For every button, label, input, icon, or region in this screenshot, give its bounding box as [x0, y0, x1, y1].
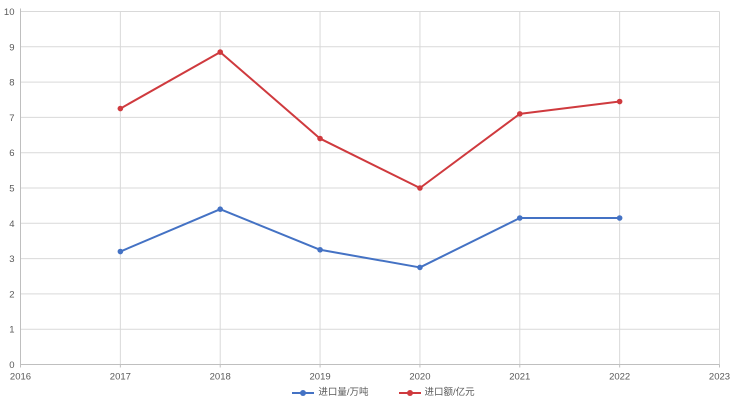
legend-label-import-value: 进口额/亿元	[424, 387, 475, 398]
legend-item-import-volume[interactable]: 进口量/万吨	[292, 387, 369, 399]
y-axis-tick-label: 9	[9, 42, 14, 53]
data-point-series-2[interactable]	[117, 105, 124, 112]
y-axis-tick-label: 4	[9, 219, 14, 230]
x-axis-tick-label: 2019	[310, 372, 331, 383]
y-axis-tick-label: 3	[9, 254, 14, 265]
series-line-2[interactable]	[119, 51, 621, 189]
legend-dot-icon	[300, 390, 307, 396]
y-axis-tick-label: 2	[9, 289, 14, 300]
y-axis-tick-label: 6	[9, 148, 14, 159]
y-axis-tick-label: 7	[9, 113, 14, 124]
data-point-series-1[interactable]	[516, 215, 523, 221]
y-axis-tick-label: 10	[4, 7, 15, 18]
data-point-series-1[interactable]	[417, 264, 423, 271]
data-point-series-2[interactable]	[516, 111, 523, 117]
data-point-series-2[interactable]	[616, 98, 623, 105]
legend-line-dot-marker-red	[398, 390, 421, 396]
x-axis-tick-label: 2021	[509, 372, 530, 383]
data-point-series-1[interactable]	[217, 206, 224, 212]
x-axis-tick-label: 2022	[609, 372, 630, 383]
data-point-series-1[interactable]	[117, 248, 124, 255]
legend-line-dot-marker-blue	[292, 390, 315, 396]
y-axis-tick-label: 8	[9, 78, 14, 89]
x-axis-tick-label: 2018	[210, 372, 231, 383]
series-line-1[interactable]	[119, 208, 621, 269]
legend-label-import-volume: 进口量/万吨	[318, 387, 369, 398]
data-point-series-1[interactable]	[317, 246, 323, 253]
chart-legend: 进口量/万吨 进口额/亿元	[0, 387, 733, 399]
legend-dot-icon	[406, 390, 413, 396]
data-point-series-2[interactable]	[217, 49, 224, 55]
data-point-series-1[interactable]	[616, 215, 623, 221]
data-point-series-2[interactable]	[417, 185, 423, 191]
x-axis-tick-label: 2023	[709, 372, 730, 383]
y-axis-tick-label: 5	[9, 184, 14, 195]
x-axis-tick-label: 2016	[10, 372, 31, 383]
x-axis-tick-label: 2020	[409, 372, 430, 383]
y-axis-tick-label: 1	[9, 325, 14, 336]
legend-item-import-value[interactable]: 进口额/亿元	[398, 387, 475, 399]
data-point-series-2[interactable]	[317, 135, 323, 142]
x-axis-tick-label: 2017	[110, 372, 131, 383]
y-axis-tick-label: 0	[9, 360, 14, 371]
